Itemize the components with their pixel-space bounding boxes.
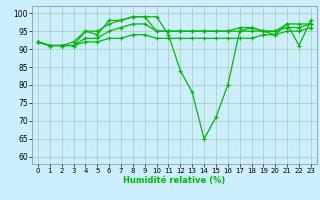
X-axis label: Humidité relative (%): Humidité relative (%): [123, 176, 226, 185]
